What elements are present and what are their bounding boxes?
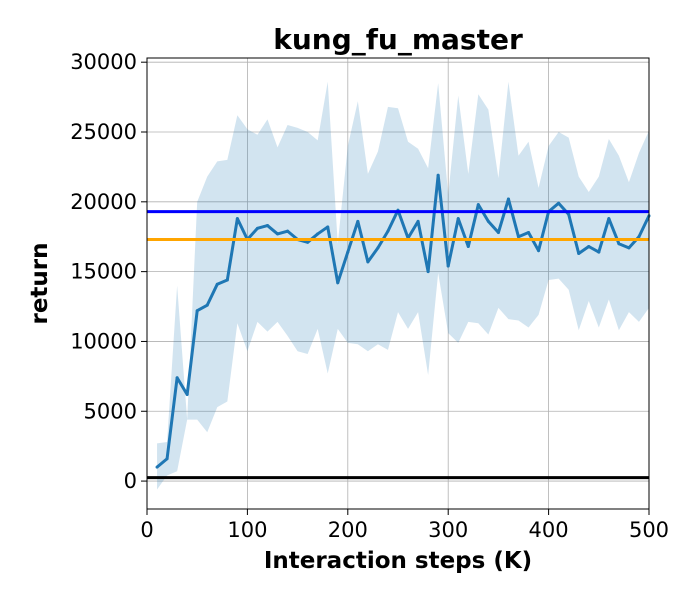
confidence-band [157,81,650,490]
data-point [557,201,561,205]
data-point [607,217,611,221]
data-point [446,264,450,268]
data-point [316,232,320,236]
data-point [597,250,601,254]
confidence-band-layer [157,81,650,490]
y-tick-label: 25000 [70,120,137,144]
y-tick-label: 30000 [70,50,137,74]
data-point [426,270,430,274]
data-point [386,229,390,233]
y-tick-label: 10000 [70,329,137,353]
data-point [155,465,159,469]
data-point [366,260,370,264]
data-point [165,457,169,461]
reference-lines-layer [147,210,649,480]
data-point [476,203,480,207]
data-point [235,217,239,221]
data-point [466,244,470,248]
data-point [416,219,420,223]
data-point [225,278,229,282]
data-point [637,235,641,239]
y-tick-label: 0 [124,469,137,493]
data-point [175,376,179,380]
data-point [205,303,209,307]
chart-title: kung_fu_master [273,23,523,56]
data-point [326,225,330,229]
y-axis-label: return [27,242,53,324]
data-point [195,309,199,313]
data-point [496,231,500,235]
x-tick-label: 500 [629,518,669,542]
data-point [567,212,571,216]
data-point [276,232,280,236]
y-tick-label: 5000 [84,399,137,423]
data-point [436,173,440,177]
data-point [185,393,189,397]
x-tick-label: 100 [227,518,267,542]
data-point [537,249,541,253]
y-tick-label: 15000 [70,260,137,284]
data-point [506,197,510,201]
data-point [376,246,380,250]
data-point [286,229,290,233]
x-axis-label: Interaction steps (K) [264,548,532,574]
data-point [486,219,490,223]
data-point [587,244,591,248]
x-tick-label: 0 [140,518,153,542]
x-tick-label: 300 [428,518,468,542]
data-point [516,235,520,239]
data-point [306,240,310,244]
data-point [617,242,621,246]
plot-frame [146,57,650,510]
x-tick-label: 200 [328,518,368,542]
data-point [456,217,460,221]
x-tick-label: 400 [529,518,569,542]
data-point [255,226,259,230]
data-point [527,231,531,235]
axis-ticks: 0 100 200 300 400 500050001000015000200002500… [70,50,669,542]
grid [146,58,650,509]
data-point [346,250,350,254]
data-point [627,246,631,250]
data-point [356,219,360,223]
data-point [577,251,581,255]
data-point [265,224,269,228]
y-tick-label: 20000 [70,190,137,214]
data-point [336,281,340,285]
data-point [215,282,219,286]
